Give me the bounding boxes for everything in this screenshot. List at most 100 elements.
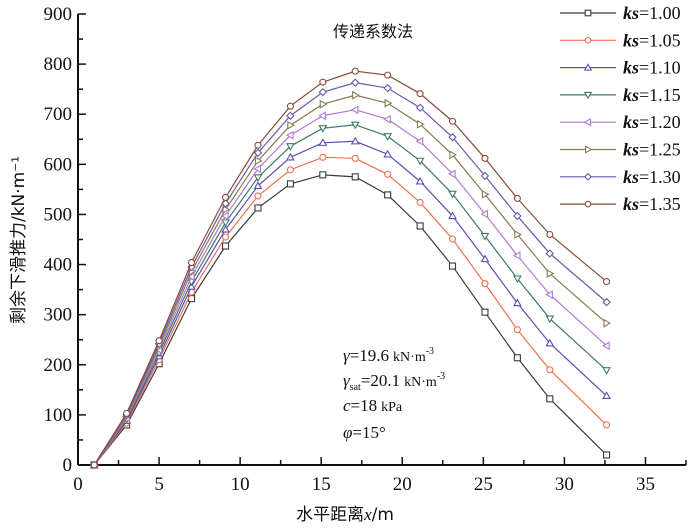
legend-item: ks=1.00 (560, 3, 681, 23)
legend-label: ks=1.25 (623, 140, 681, 160)
data-point-circle (603, 278, 611, 286)
x-axis-title: 水平距离x/m (296, 505, 394, 525)
x-tick-label: 0 (73, 474, 83, 495)
annotation-c: c=18 kPa (343, 396, 403, 415)
legend-item: ks=1.20 (560, 112, 681, 132)
chart-title: 传递系数法 (333, 22, 413, 41)
data-point-triangle-left (480, 209, 489, 219)
data-point-triangle-down (350, 121, 360, 130)
legend-label-value: =1.25 (639, 140, 681, 160)
data-point-triangle-down (285, 143, 295, 151)
data-point-circle (603, 421, 611, 429)
x-tick-label: 15 (312, 474, 331, 495)
data-point-circle (513, 326, 521, 334)
data-point-triangle-up (318, 138, 328, 146)
data-point-triangle-left (253, 164, 262, 174)
data-point-circle (584, 36, 592, 44)
y-tick-label: 500 (44, 204, 73, 225)
data-point-circle (319, 78, 327, 86)
data-point-triangle-right (416, 119, 425, 129)
legend-label-var: ks (623, 112, 639, 132)
data-point-triangle-left (220, 211, 229, 221)
data-point-circle (384, 71, 392, 79)
y-tick-label: 600 (44, 154, 73, 175)
legend-label-var: ks (623, 3, 639, 23)
data-point-triangle-down (512, 275, 522, 284)
annotation-gamma: γ=19.6 kN·m-3 (343, 346, 434, 365)
series-line (93, 109, 607, 466)
data-point-diamond (448, 133, 457, 142)
data-point-triangle-down (221, 219, 230, 228)
data-point-triangle-right (585, 145, 593, 154)
x-tick-label: 25 (474, 474, 493, 495)
y-tick-label: 900 (44, 4, 73, 25)
y-tick-label: 800 (44, 54, 73, 75)
data-point-circle (481, 280, 489, 288)
legend-label-value: =1.30 (639, 167, 681, 187)
data-point-diamond (584, 172, 592, 181)
data-point-circle (546, 230, 554, 239)
data-point-triangle-left (415, 136, 424, 146)
legend-label: ks=1.35 (623, 194, 681, 214)
x-axis-title-unit: /m (372, 505, 394, 525)
data-point-circle (155, 337, 163, 345)
data-point-circle (351, 67, 359, 75)
data-point-triangle-left (545, 290, 553, 300)
data-point-square (254, 204, 262, 212)
data-point-triangle-left (601, 341, 610, 351)
x-tick-label: 10 (231, 474, 250, 495)
legend-label-value: =1.20 (639, 112, 681, 132)
data-point-triangle-up (545, 338, 555, 347)
series-ks-1-20 (89, 105, 610, 470)
data-point-diamond (253, 148, 263, 158)
legend-label-value: =1.05 (639, 30, 681, 50)
data-point-triangle-down (383, 133, 393, 141)
data-point-triangle-up (602, 391, 611, 399)
legend-label: ks=1.20 (623, 112, 681, 132)
data-point-square (513, 354, 521, 362)
annotation-phi: φ=15° (343, 423, 386, 442)
data-point-triangle-up (512, 298, 522, 307)
data-point-square (416, 222, 424, 230)
data-point-diamond (415, 103, 425, 112)
data-point-diamond (383, 83, 392, 93)
legend-label-var: ks (623, 30, 639, 50)
legend-label: ks=1.30 (623, 167, 681, 187)
data-point-triangle-up (383, 149, 393, 158)
data-point-circle (351, 154, 359, 162)
x-axis-title-var: x (363, 505, 372, 524)
data-point-diamond (480, 171, 490, 181)
y-tick-label: 200 (44, 355, 73, 376)
data-point-circle (286, 166, 294, 174)
data-point-triangle-up (221, 224, 230, 233)
series-line (93, 174, 607, 466)
x-tick-label: 5 (154, 474, 164, 495)
data-point-diamond (513, 211, 522, 221)
data-point-triangle-down (480, 232, 490, 241)
data-point-square (384, 191, 392, 199)
data-point-triangle-left (447, 169, 456, 179)
data-point-triangle-up (253, 181, 263, 190)
series-ks-1-10 (89, 136, 611, 469)
data-point-circle (481, 154, 489, 162)
legend-item: ks=1.10 (560, 58, 681, 78)
legend-label: ks=1.05 (623, 30, 681, 50)
y-axis-title: 剩余下滑推力/kN·m⁻¹ (9, 156, 29, 324)
data-point-triangle-down (448, 190, 457, 199)
series-layer (89, 67, 612, 470)
data-point-circle (90, 461, 98, 469)
legend-label-value: =1.35 (639, 194, 681, 214)
data-point-triangle-down (253, 174, 263, 182)
data-point-triangle-left (583, 118, 591, 127)
data-point-triangle-up (448, 211, 457, 220)
data-point-triangle-right (546, 269, 555, 278)
legend-label: ks=1.10 (623, 58, 681, 78)
y-tick-label: 700 (44, 104, 73, 125)
data-point-circle (123, 409, 131, 417)
data-point-diamond (602, 297, 611, 307)
data-point-circle (448, 117, 457, 125)
legend: ks=1.00ks=1.05ks=1.10ks=1.15ks=1.20ks=1.… (560, 3, 681, 214)
x-axis-title-text: 水平距离 (296, 505, 364, 525)
data-point-triangle-right (287, 120, 295, 130)
data-point-circle (286, 102, 294, 110)
